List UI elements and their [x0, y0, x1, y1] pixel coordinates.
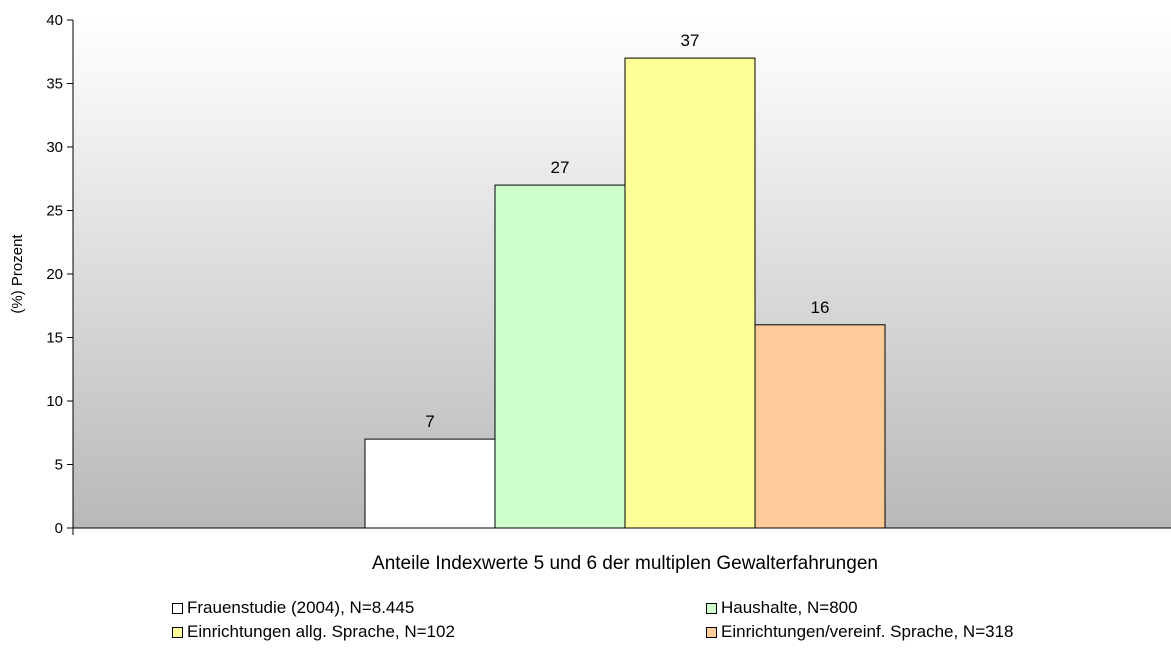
y-tick-label: 35 — [46, 76, 63, 93]
y-tick-label: 15 — [46, 330, 63, 347]
bar-data-label-3: 16 — [811, 298, 830, 317]
y-axis-ticks: 0 5 10 15 20 25 30 35 40 — [46, 12, 73, 537]
y-tick-label: 20 — [46, 266, 63, 283]
y-tick-label: 0 — [55, 520, 63, 537]
bars — [364, 57, 886, 529]
x-axis-label: Anteile Indexwerte 5 und 6 der multiplen… — [372, 553, 878, 574]
y-tick-label: 40 — [46, 12, 63, 29]
y-tick-label: 30 — [46, 139, 63, 156]
y-tick-label: 25 — [46, 203, 63, 220]
y-tick-label: 10 — [46, 393, 63, 410]
bar-data-labels: 7 27 37 16 — [425, 31, 829, 431]
bar-1 — [494, 184, 626, 529]
bar-3 — [754, 324, 886, 529]
bar-data-label-2: 37 — [681, 31, 700, 50]
bar-0 — [364, 438, 496, 529]
y-axis-label: (%) Prozent — [9, 234, 26, 314]
y-tick-label: 5 — [55, 457, 63, 474]
bar-data-label-1: 27 — [551, 158, 570, 177]
bar-2 — [624, 57, 756, 529]
bar-data-label-0: 7 — [425, 412, 434, 431]
